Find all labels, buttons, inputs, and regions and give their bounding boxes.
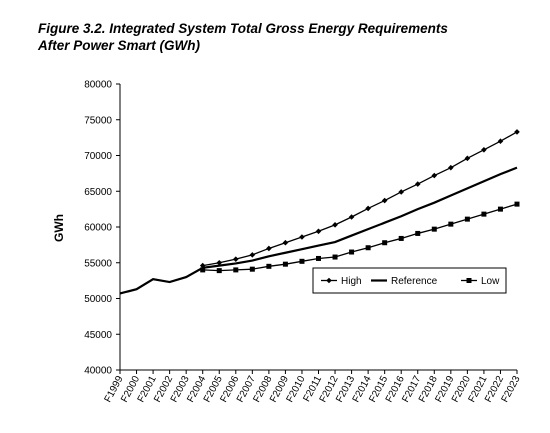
y-tick-label: 65000 [84, 187, 112, 198]
y-tick-label: 75000 [84, 115, 112, 126]
point [415, 230, 421, 236]
y-tick-label: 60000 [84, 223, 112, 234]
point [282, 261, 288, 267]
point [382, 240, 388, 246]
point [497, 206, 503, 212]
point [431, 226, 437, 232]
series-line [202, 203, 518, 272]
legend-label: Low [481, 276, 500, 287]
chart-title: After Power Smart (GWh) [37, 38, 201, 53]
point [266, 263, 272, 269]
legend: High Reference Low [312, 267, 507, 294]
point [299, 234, 305, 240]
point [316, 255, 321, 261]
point [249, 252, 256, 258]
point [232, 256, 239, 262]
point [299, 258, 305, 264]
point [464, 216, 470, 222]
point [481, 146, 487, 153]
point [282, 239, 289, 246]
point [497, 138, 504, 144]
point [216, 268, 222, 274]
point [448, 221, 454, 227]
point [199, 262, 206, 269]
point [365, 245, 371, 251]
y-tick-label: 70000 [84, 151, 112, 162]
point [266, 245, 272, 252]
point [381, 197, 388, 204]
series-line [202, 131, 518, 267]
y-tick-label: 50000 [84, 294, 112, 305]
point [514, 129, 520, 135]
legend-marker [466, 278, 472, 283]
point [200, 267, 206, 273]
legend-marker [326, 277, 332, 284]
point [233, 267, 239, 273]
point [332, 222, 338, 228]
y-tick-label: 40000 [84, 366, 112, 377]
point [481, 211, 487, 217]
series-line [119, 166, 518, 295]
chart-title: Figure 3.2. Integrated System Total Gros… [38, 21, 448, 36]
point [398, 189, 405, 195]
y-tick-label: 80000 [84, 80, 112, 91]
point [464, 155, 471, 162]
point [448, 164, 454, 171]
point [365, 205, 371, 212]
point [348, 214, 355, 220]
y-axis-title: GWh [52, 214, 66, 242]
point [216, 259, 223, 266]
point [414, 181, 421, 187]
y-tick-label: 45000 [84, 330, 112, 341]
legend-label: Reference [391, 276, 438, 287]
point [349, 249, 355, 255]
point [514, 201, 520, 207]
point [332, 254, 338, 260]
point [249, 266, 255, 272]
point [315, 228, 322, 235]
point [398, 235, 404, 241]
y-tick-label: 55000 [84, 258, 112, 269]
legend-label: High [341, 276, 362, 287]
point [431, 172, 438, 179]
